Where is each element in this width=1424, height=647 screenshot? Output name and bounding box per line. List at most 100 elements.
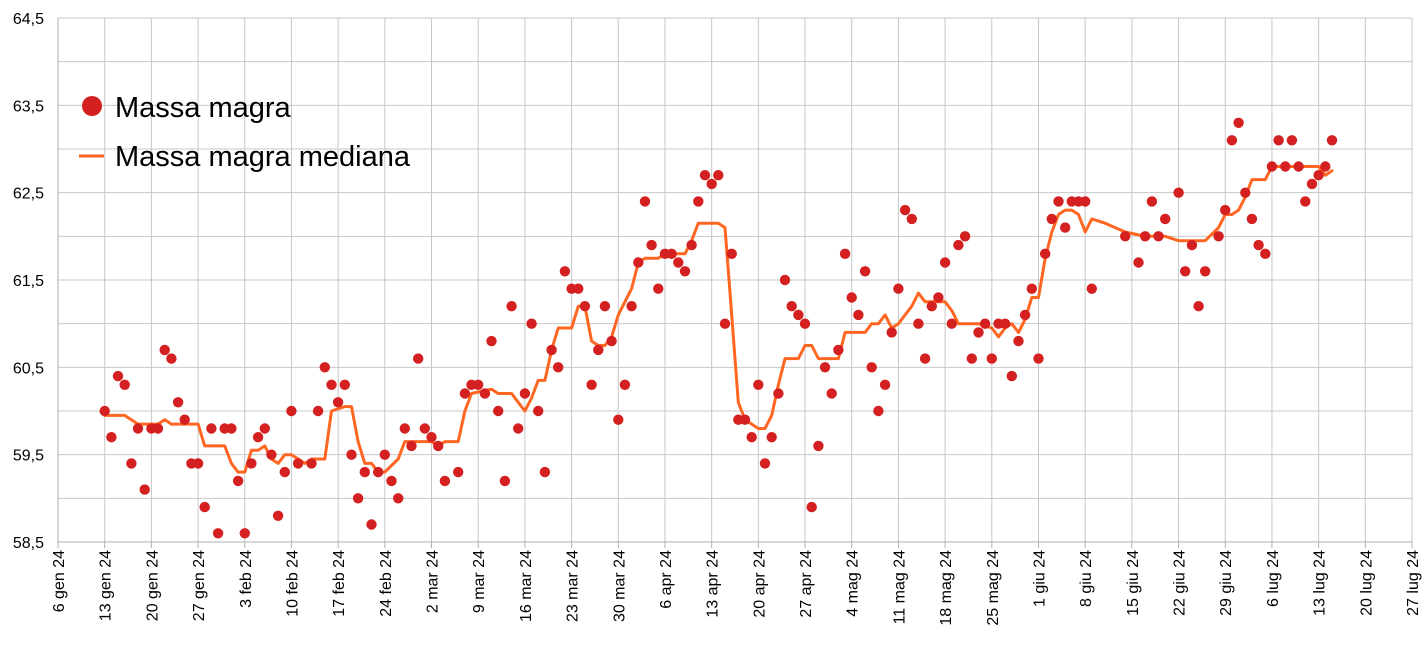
data-point xyxy=(999,318,1011,329)
data-point xyxy=(599,301,611,312)
legend-label-massa-magra-mediana: Massa magra mediana xyxy=(115,141,411,173)
data-point xyxy=(946,318,957,329)
data-point xyxy=(1246,213,1258,225)
data-point xyxy=(719,318,731,329)
data-point xyxy=(1033,353,1044,364)
data-point xyxy=(746,432,757,443)
data-point xyxy=(779,274,791,286)
y-tick-label: 61,5 xyxy=(13,273,44,290)
x-tick-label: 15 giu 24 xyxy=(1125,550,1142,616)
data-point xyxy=(426,432,437,443)
data-point xyxy=(1060,222,1071,233)
data-point xyxy=(126,458,137,469)
data-point xyxy=(1253,239,1264,251)
x-tick-label: 6 gen 24 xyxy=(51,550,68,612)
data-point xyxy=(1006,370,1017,382)
data-point xyxy=(413,353,424,364)
data-point xyxy=(979,318,991,329)
axes xyxy=(57,18,1413,548)
data-point xyxy=(139,484,150,495)
data-point xyxy=(1120,231,1131,242)
data-point xyxy=(1313,170,1324,181)
data-point xyxy=(653,283,664,294)
data-point xyxy=(1180,266,1191,277)
x-tick-label: 6 apr 24 xyxy=(658,550,675,609)
x-tick-label: 22 giu 24 xyxy=(1172,550,1189,616)
data-point xyxy=(879,379,891,390)
x-tick-label: 27 apr 24 xyxy=(798,550,815,618)
data-point xyxy=(866,362,877,373)
data-point xyxy=(152,423,164,434)
data-point xyxy=(673,257,684,268)
data-point xyxy=(906,213,917,225)
y-tick-label: 64,5 xyxy=(13,11,44,28)
data-point xyxy=(1293,161,1304,172)
data-point xyxy=(953,239,964,251)
data-point xyxy=(272,510,284,521)
data-point xyxy=(1146,196,1158,207)
x-tick-label: 1 giu 24 xyxy=(1031,550,1048,607)
data-point xyxy=(1300,196,1311,207)
x-tick-label: 2 mar 24 xyxy=(425,550,442,613)
data-point xyxy=(359,466,370,478)
data-point xyxy=(232,475,244,487)
x-tick-label: 25 mag 24 xyxy=(985,550,1002,626)
x-tick-label: 24 feb 24 xyxy=(378,550,395,617)
data-point xyxy=(1026,283,1038,294)
data-point xyxy=(132,423,144,434)
data-point xyxy=(399,423,410,434)
data-point xyxy=(539,466,551,478)
data-point xyxy=(1086,283,1098,294)
data-point xyxy=(499,475,511,487)
data-point xyxy=(206,423,217,434)
data-point xyxy=(339,379,350,390)
data-point xyxy=(859,266,871,277)
data-point xyxy=(453,466,464,478)
data-point xyxy=(586,379,597,390)
data-point xyxy=(513,423,524,434)
legend-label-massa-magra: Massa magra xyxy=(115,92,292,124)
data-point xyxy=(1240,187,1251,198)
data-point xyxy=(619,379,631,390)
data-point xyxy=(239,528,250,539)
data-point xyxy=(839,248,851,259)
x-tick-label: 10 feb 24 xyxy=(284,550,301,617)
data-point xyxy=(259,423,270,434)
y-tick-label: 63,5 xyxy=(13,98,44,115)
data-point xyxy=(799,318,811,329)
data-point xyxy=(846,292,857,303)
data-point xyxy=(559,266,571,277)
x-tick-label: 18 mag 24 xyxy=(938,550,955,626)
data-point xyxy=(433,440,444,452)
data-point xyxy=(1326,135,1338,146)
data-point xyxy=(693,196,704,207)
x-tick-label: 20 gen 24 xyxy=(144,550,161,621)
data-point xyxy=(506,301,517,312)
data-point xyxy=(759,458,771,469)
data-point xyxy=(553,362,564,373)
data-point xyxy=(166,353,177,364)
data-point xyxy=(933,292,944,303)
legend-marker-massa-magra xyxy=(82,96,102,116)
data-point xyxy=(806,501,817,513)
data-point xyxy=(593,344,604,356)
data-point xyxy=(899,204,911,216)
data-point xyxy=(679,266,691,277)
data-point xyxy=(386,475,397,487)
data-point xyxy=(373,466,384,478)
data-point xyxy=(786,301,797,312)
data-point xyxy=(1273,135,1284,146)
data-point xyxy=(853,309,864,321)
data-point xyxy=(533,405,544,417)
x-tick-label: 27 gen 24 xyxy=(191,550,208,621)
data-point xyxy=(646,239,657,251)
data-point xyxy=(366,519,377,530)
y-tick-label: 58,5 xyxy=(13,535,44,552)
data-point xyxy=(119,379,130,390)
data-point xyxy=(959,231,971,242)
x-tick-label: 27 lug 24 xyxy=(1405,550,1422,616)
y-tick-label: 62,5 xyxy=(13,186,44,203)
data-point xyxy=(312,405,324,417)
data-point xyxy=(212,528,224,539)
